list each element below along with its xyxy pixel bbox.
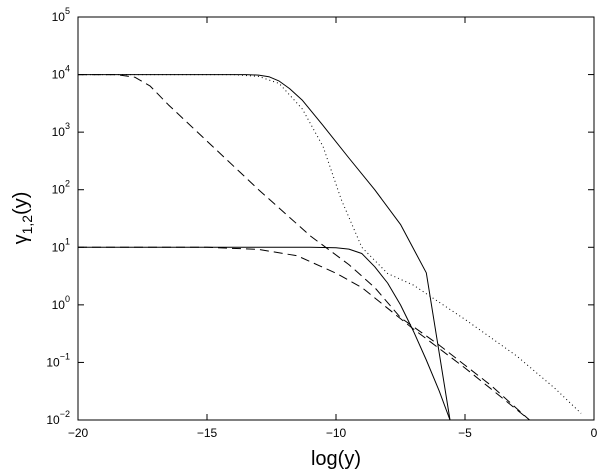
y-tick-label-base: 10	[52, 183, 66, 197]
y-tick-label-exponent: 0	[65, 294, 70, 304]
x-tick-label: −5	[458, 426, 472, 440]
y-tick-label-exponent: 2	[65, 179, 70, 189]
y-tick-label-exponent: 5	[65, 6, 70, 16]
series-line-5-dashed	[78, 246, 530, 421]
plot-frame	[77, 16, 595, 421]
y-tick-label-base: 10	[52, 240, 66, 254]
y-tick-label-exponent: 4	[65, 64, 70, 74]
y-tick-label-exponent: 3	[65, 121, 70, 131]
y-tick-label-base: 10	[52, 68, 66, 82]
y-tick-label: 105	[52, 6, 70, 24]
series	[78, 74, 582, 421]
y-tick-label-base: 10	[52, 10, 66, 24]
x-tick-label: −20	[68, 426, 89, 440]
y-tick-label: 101	[52, 236, 70, 254]
series-line-2-dotted	[78, 74, 582, 414]
series-line-1-solid	[78, 74, 451, 421]
series-line-3-dashed	[78, 74, 530, 421]
y-tick-label: 10−2	[46, 409, 70, 427]
y-tick-label: 100	[52, 294, 70, 312]
y-tick-label-exponent: −1	[60, 351, 70, 361]
y-tick-label-base: 10	[46, 355, 60, 369]
y-tick-label-base: 10	[52, 125, 66, 139]
y-axis-title: γ1,2(y)	[10, 192, 35, 245]
y-tick-label-base: 10	[52, 298, 66, 312]
x-tick-label: 0	[591, 426, 598, 440]
y-tick-label-base: 10	[46, 413, 60, 427]
x-axis-title: log(y)	[311, 448, 361, 470]
y-axis-title-suffix: (y)	[10, 192, 32, 215]
y-axis-title-base: γ	[10, 234, 32, 244]
y-tick-label: 10−1	[46, 351, 70, 369]
y-tick-label: 102	[52, 179, 70, 197]
y-tick-label-exponent: −2	[60, 409, 70, 419]
y-axis-title-subscript: 1,2	[19, 215, 35, 235]
y-tick-label-exponent: 1	[65, 236, 70, 246]
series-line-4-solid	[78, 246, 451, 421]
x-tick-label: −15	[197, 426, 218, 440]
x-tick-label: −10	[326, 426, 347, 440]
y-tick-label: 104	[52, 64, 70, 82]
y-tick-label: 103	[52, 121, 70, 139]
